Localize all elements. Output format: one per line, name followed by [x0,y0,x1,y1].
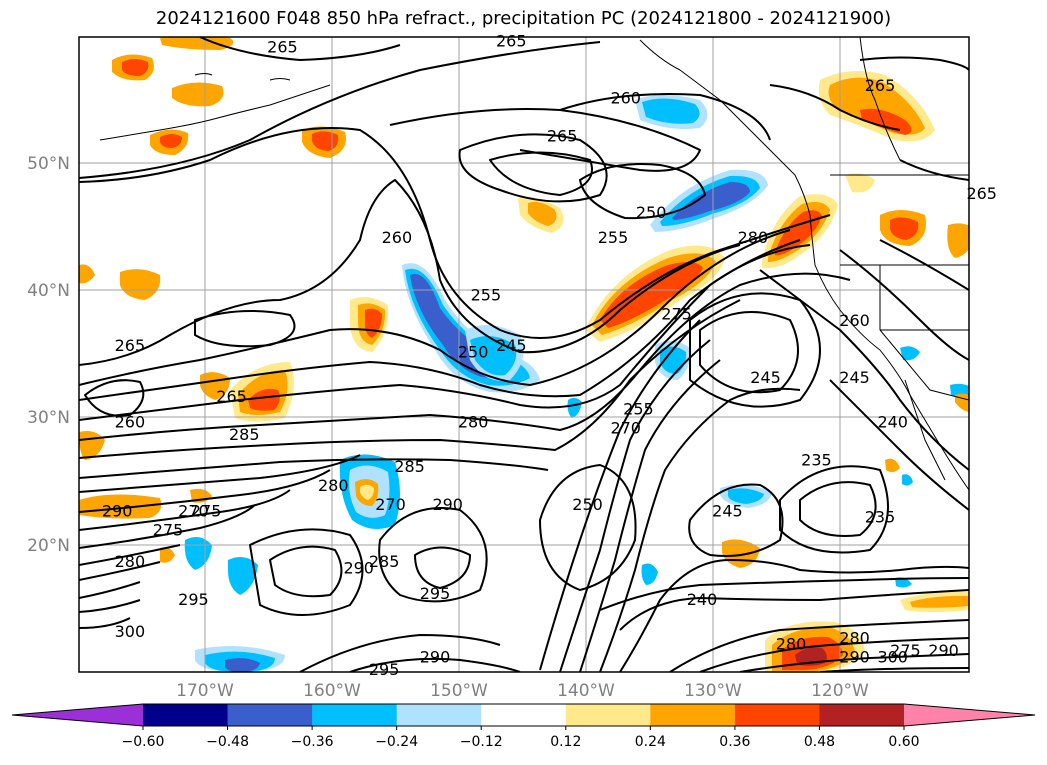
colorbar-tick-label: −0.24 [375,734,418,750]
contour-label: 295 [178,590,209,609]
colorbar-tick-label: 0.48 [804,734,835,750]
contour-label: 295 [369,660,400,679]
gridlines [79,37,969,672]
contour-label: 245 [839,368,870,387]
contour-label: 300 [115,622,146,641]
contour-label: 280 [776,635,807,654]
contour-label: 260 [839,311,870,330]
contour-label: 290 [102,501,133,520]
colorbar-segment [565,704,651,726]
lon-label-160w: 160°W [303,681,361,701]
positive-precip-band-central [585,245,725,342]
colorbar-tick-label: 0.36 [719,734,750,750]
colorbar-tick-label: 0.12 [550,734,581,750]
contour-labels: 265 2652652652652652652602602602602552552… [102,31,997,679]
contour-label: 290 [928,641,959,660]
colorbar-segment [650,704,736,726]
plot-frame [78,36,970,673]
colorbar-segment [143,704,229,726]
contour-label: 265 [216,387,247,406]
contour-label: 255 [623,400,654,419]
contour-label: 260 [115,412,146,431]
contour-label: 260 [610,89,641,108]
contour-label: 270 [178,501,209,520]
longitude-labels: 170°W 160°W 150°W 140°W 130°W 120°W [176,681,869,701]
contour-label: 275 [153,520,184,539]
contour-label: 245 [496,336,527,355]
coastlines [99,37,969,491]
contour-label: 265 [496,31,527,50]
contour-label: 265 [547,127,578,146]
colorbar-segment [734,704,820,726]
colorbar: −0.60 −0.48 −0.36 −0.24 −0.12 0.12 0.24 0.36 0.4… [11,703,1036,750]
contour-label: 250 [572,495,603,514]
colorbar-extend-low [12,704,143,726]
contour-label: 250 [636,203,667,222]
contour-label: 265 [865,76,896,95]
contour-label: 265 [115,336,146,355]
contour-label: 280 [458,412,489,431]
lon-label-120w: 120°W [811,681,869,701]
contour-label: 280 [839,628,870,647]
contour-label: 260 [382,228,413,247]
contour-label: 235 [801,450,832,469]
contour-label: 245 [750,368,781,387]
refractivity-contours [79,37,969,672]
colorbar-segment [481,704,567,726]
colorbar-tick-label: 0.24 [635,734,666,750]
colorbar-tick-label: −0.60 [122,734,165,750]
contour-label: 290 [432,495,463,514]
contour-label: 240 [687,590,718,609]
lon-label-170w: 170°W [176,681,234,701]
contour-label: 235 [865,508,896,527]
contour-label: 270 [375,495,406,514]
contour-label: 240 [877,412,908,431]
colorbar-tick-label: −0.48 [206,734,249,750]
contour-label: 280 [115,552,146,571]
contour-label: 300 [877,647,908,666]
precipitation-shading [79,37,969,672]
positive-precip-band-coast [762,194,838,269]
contour-label: 280 [738,228,769,247]
colorbar-tick-label: 0.60 [888,734,919,750]
contour-label: 275 [191,501,222,520]
lon-label-140w: 140°W [557,681,615,701]
colorbar-tick-label: −0.36 [291,734,334,750]
colorbar-segment [312,704,398,726]
contour-label: 250 [458,343,489,362]
colorbar-segment [819,704,905,726]
contour-label: 275 [890,641,921,660]
lat-label-20n: 20°N [27,536,70,556]
colorbar-extend-high [904,704,1035,726]
contour-label: 285 [394,457,425,476]
contour-label: 275 [661,304,692,323]
lat-label-40n: 40°N [27,281,70,301]
contour-label: 290 [420,647,451,666]
negative-precip-band-north [635,95,768,232]
colorbar-segment [227,704,313,726]
contour-label: 245 [712,501,743,520]
lon-label-150w: 150°W [430,681,488,701]
contour-label: 265 [267,38,298,57]
contour-label: 270 [610,419,641,438]
contour-label: 285 [229,425,260,444]
contour-label: 295 [420,584,451,603]
lat-label-50n: 50°N [27,154,70,174]
latitude-labels: 50°N 40°N 30°N 20°N [27,154,70,556]
contour-label: 290 [343,558,374,577]
precip-south-central [160,325,969,672]
map-title: 2024121600 F048 850 hPa refract., precip… [155,8,892,29]
contour-label: 285 [369,552,400,571]
lon-label-130w: 130°W [684,681,742,701]
contour-label: 255 [471,285,502,304]
contour-label: 265 [966,184,997,203]
lat-label-30n: 30°N [27,408,70,428]
contour-label: 280 [318,476,349,495]
contour-label: 255 [598,228,629,247]
colorbar-tick-label: −0.12 [460,734,503,750]
colorbar-segment [396,704,482,726]
contour-label: 290 [839,647,870,666]
